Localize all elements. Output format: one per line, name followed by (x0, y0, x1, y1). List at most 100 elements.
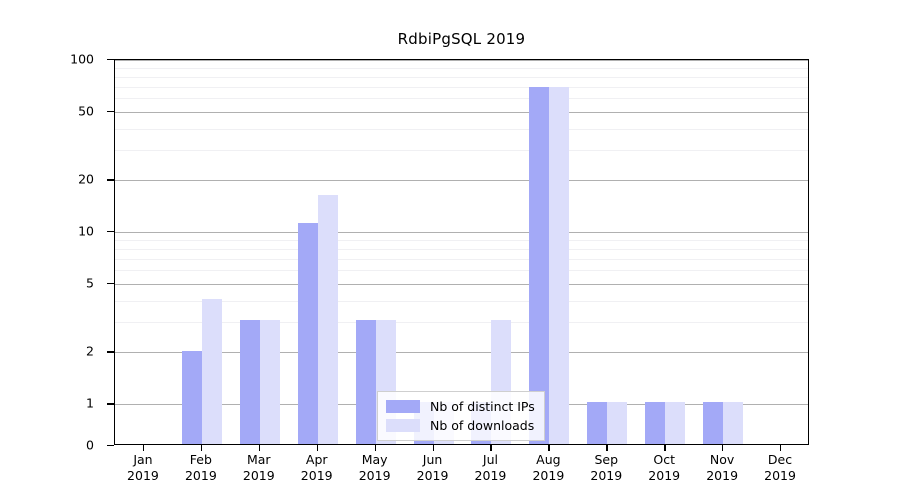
grid-line-minor (115, 300, 808, 302)
y-tick-label: 1 (86, 395, 94, 411)
x-tick-year: 2019 (242, 468, 275, 483)
x-tick-mark (664, 445, 666, 451)
bar-sep-series-0 (587, 402, 608, 444)
y-tick-label: 5 (86, 275, 94, 291)
x-tick-month: Dec (767, 452, 793, 467)
x-tick-mark (606, 445, 608, 451)
y-tick-mark (107, 59, 114, 61)
grid-line (115, 352, 808, 354)
grid-line-minor (115, 322, 808, 324)
bar-feb-series-0 (181, 350, 202, 444)
grid-line-minor (115, 270, 808, 272)
x-tick-month: Oct (653, 452, 676, 467)
bar-nov-series-0 (703, 402, 724, 444)
bar-oct-series-0 (645, 402, 666, 444)
x-tick-mark (490, 445, 492, 451)
x-tick-label: Jan 2019 (98, 452, 188, 484)
y-tick-label: 10 (78, 223, 94, 239)
x-tick-mark (142, 445, 145, 451)
x-tick-year: 2019 (532, 468, 565, 483)
plot-area (114, 59, 809, 445)
x-tick-label: Jul 2019 (445, 452, 535, 484)
bar-nov-series-1 (723, 402, 744, 444)
y-tick-label: 100 (70, 51, 94, 67)
grid-line (115, 111, 808, 113)
grid-line (115, 283, 808, 285)
bar-aug-series-0 (529, 86, 550, 444)
x-tick-label: Oct 2019 (619, 452, 709, 484)
x-tick-year: 2019 (300, 468, 333, 483)
legend-label-downloads: Nb of downloads (430, 418, 535, 433)
grid-line-minor (115, 150, 808, 152)
x-tick-mark (432, 445, 434, 451)
bar-may-series-0 (355, 320, 376, 444)
x-tick-mark (780, 445, 782, 451)
x-tick-year: 2019 (416, 468, 449, 483)
x-tick-mark (200, 445, 203, 451)
bar-mar-series-0 (239, 320, 260, 444)
grid-line (115, 232, 808, 234)
y-tick-label: 20 (78, 171, 94, 187)
x-tick-mark (258, 445, 261, 451)
grid-line-minor (115, 98, 808, 100)
grid-lines (115, 60, 808, 444)
grid-line-minor (115, 258, 808, 260)
x-tick-month: Sep (594, 452, 619, 467)
bar-oct-series-1 (665, 402, 686, 444)
y-tick-mark (107, 179, 114, 181)
x-tick-month: Aug (536, 452, 561, 467)
x-tick-year: 2019 (358, 468, 391, 483)
legend-swatch-distinct-ips (386, 400, 420, 413)
bar-feb-series-1 (201, 298, 222, 444)
y-tick-label: 0 (86, 437, 94, 453)
x-tick-label: Apr 2019 (272, 452, 362, 484)
x-tick-month: Feb (189, 452, 212, 467)
y-tick-label: 50 (78, 103, 94, 119)
x-tick-label: Feb 2019 (156, 452, 246, 484)
bar-aug-series-1 (549, 86, 570, 444)
grid-line (115, 180, 808, 182)
y-tick-label: 2 (86, 343, 94, 359)
y-tick-mark (107, 110, 114, 113)
legend-swatch-downloads (386, 419, 420, 432)
x-tick-label: Jun 2019 (388, 452, 478, 484)
x-tick-month: Nov (709, 452, 735, 467)
grid-line-minor (115, 128, 808, 130)
x-tick-year: 2019 (127, 468, 159, 483)
grid-line-minor (115, 76, 808, 78)
x-tick-mark (374, 445, 376, 451)
legend-label-distinct-ips: Nb of distinct IPs (430, 399, 535, 414)
x-tick-month: Mar (246, 452, 271, 467)
x-tick-month: Jul (482, 452, 498, 467)
chart-title: RdbiPgSQL 2019 (397, 30, 526, 48)
y-tick-mark (107, 403, 114, 405)
bar-apr-series-1 (317, 195, 338, 444)
bar-sep-series-1 (607, 402, 628, 444)
x-tick-mark (548, 445, 550, 451)
y-tick-mark (107, 282, 114, 285)
x-tick-year: 2019 (648, 468, 681, 483)
bar-mar-series-1 (259, 320, 280, 444)
legend-item-downloads: Nb of downloads (386, 416, 535, 435)
y-tick-mark (107, 351, 114, 353)
x-tick-year: 2019 (474, 468, 507, 483)
x-tick-month: May (361, 452, 388, 467)
grid-line (115, 60, 808, 61)
x-tick-label: Mar 2019 (214, 452, 304, 484)
x-tick-month: Jun (422, 452, 443, 467)
x-tick-month: Apr (305, 452, 328, 467)
x-tick-label: May 2019 (330, 452, 420, 484)
grid-line-minor (115, 248, 808, 250)
grid-line-minor (115, 240, 808, 242)
x-tick-mark (722, 445, 724, 451)
grid-line-minor (115, 86, 808, 88)
chart-legend: Nb of distinct IPs Nb of downloads (377, 391, 545, 441)
x-tick-year: 2019 (764, 468, 796, 483)
x-tick-mark (316, 445, 318, 451)
x-tick-label: Dec 2019 (735, 452, 825, 484)
y-tick-mark (107, 445, 114, 447)
legend-item-distinct-ips: Nb of distinct IPs (386, 397, 535, 416)
x-tick-year: 2019 (184, 468, 217, 483)
x-tick-label: Nov 2019 (677, 452, 767, 484)
x-tick-label: Aug 2019 (503, 452, 593, 484)
